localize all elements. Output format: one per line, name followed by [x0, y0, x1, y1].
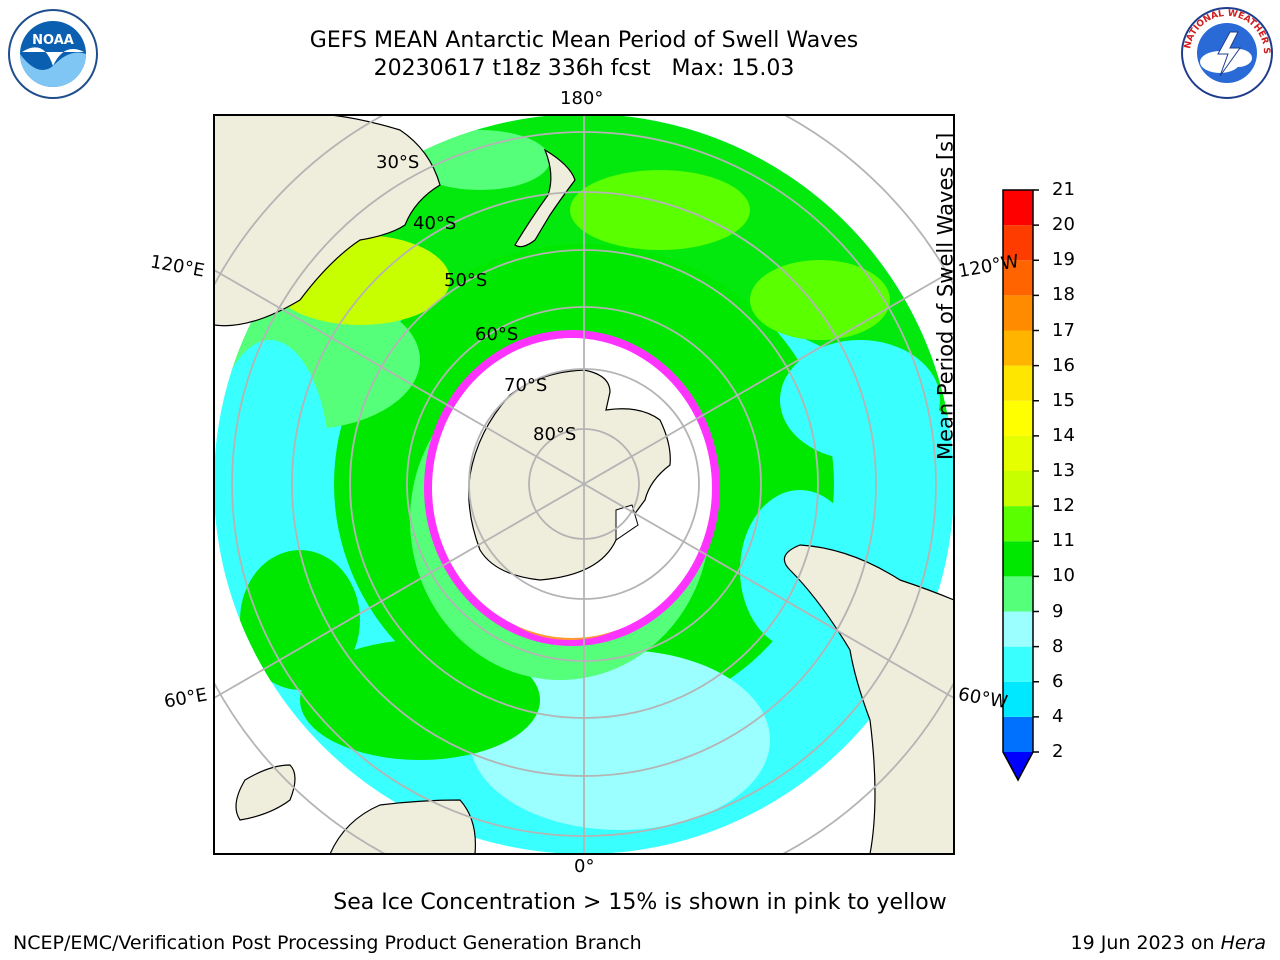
- colorbar-outline: [1002, 189, 1034, 782]
- footer-branch: NCEP/EMC/Verification Post Processing Pr…: [13, 932, 642, 954]
- colorbar-bin: [1003, 225, 1033, 261]
- colorbar-bin: [1003, 260, 1033, 296]
- footer-date: 19 Jun 2023 on Hera: [1071, 932, 1266, 954]
- lat-label-50s: 50°S: [444, 270, 488, 291]
- graticule: [214, 115, 954, 854]
- colorbar-tick-label: 2: [1052, 741, 1064, 762]
- colorbar-tick-label: 15: [1052, 389, 1075, 411]
- colorbar-tick-label: 18: [1052, 284, 1075, 306]
- colorbar: [1003, 190, 1033, 780]
- colorbar-tick-label: 8: [1052, 635, 1064, 657]
- africa-land: [329, 799, 477, 854]
- lat-label-80s: 80°S: [533, 424, 577, 445]
- colorbar-bin: [1003, 681, 1033, 717]
- colorbar-under-extension: [1003, 752, 1033, 780]
- noaa-logo: NOAA: [8, 9, 98, 99]
- colorbar-tick-label: 14: [1052, 424, 1075, 446]
- lat-label-70s: 70°S: [504, 375, 548, 396]
- madagascar-land: [235, 764, 296, 821]
- new-zealand-land: [514, 148, 576, 248]
- colorbar-bin: [1003, 646, 1033, 682]
- colorbar-tick-label: 11: [1052, 530, 1075, 552]
- colorbar-tick-label: 12: [1052, 495, 1075, 517]
- colorbar-bin: [1003, 400, 1033, 436]
- colorbar-tick-label: 17: [1052, 319, 1075, 341]
- lat-label-40s: 40°S: [413, 213, 457, 234]
- map-title: GEFS MEAN Antarctic Mean Period of Swell…: [309, 28, 859, 53]
- svg-text:NOAA: NOAA: [32, 33, 74, 48]
- colorbar-bin: [1003, 190, 1033, 226]
- map-frame: [213, 114, 955, 855]
- lon-label-0: 0°: [574, 856, 595, 877]
- colorbar-bin: [1003, 716, 1033, 752]
- south-america-land: [783, 544, 954, 854]
- colorbar-tick-label: 19: [1052, 249, 1075, 271]
- colorbar-tick-label: 10: [1052, 565, 1075, 587]
- colorbar-bin: [1003, 541, 1033, 577]
- colorbar-bin: [1003, 611, 1033, 647]
- nws-logo: NATIONAL WEATHER SERVICE: [1178, 6, 1273, 99]
- sea-ice-caption: Sea Ice Concentration > 15% is shown in …: [333, 890, 947, 915]
- colorbar-tick-label: 21: [1052, 179, 1075, 200]
- colorbar-bin: [1003, 506, 1033, 542]
- colorbar-tick-label: 20: [1052, 214, 1075, 236]
- map-subtitle: 20230617 t18z 336h fcst Max: 15.03: [373, 56, 795, 81]
- colorbar-bin: [1003, 576, 1033, 612]
- lon-label-180: 180°: [560, 88, 604, 109]
- colorbar-bin: [1003, 365, 1033, 401]
- footer-date-text: 19 Jun 2023 on: [1070, 932, 1221, 954]
- colorbar-tick-label: 16: [1052, 354, 1075, 376]
- colorbar-tick-label: 4: [1052, 705, 1064, 727]
- colorbar-bin: [1003, 330, 1033, 366]
- footer-machine: Hera: [1220, 932, 1266, 954]
- lat-label-30s: 30°S: [376, 152, 420, 173]
- colorbar-tick-label: 9: [1052, 600, 1064, 622]
- colorbar-label: Mean Period of Swell Waves [s]: [933, 132, 958, 460]
- colorbar-bin: [1003, 435, 1033, 471]
- colorbar-bin: [1003, 295, 1033, 331]
- australia-land: [214, 115, 441, 327]
- colorbar-bin: [1003, 471, 1033, 507]
- lat-label-60s: 60°S: [475, 324, 519, 345]
- colorbar-tick-label: 6: [1052, 670, 1064, 692]
- colorbar-tick-label: 13: [1052, 460, 1075, 481]
